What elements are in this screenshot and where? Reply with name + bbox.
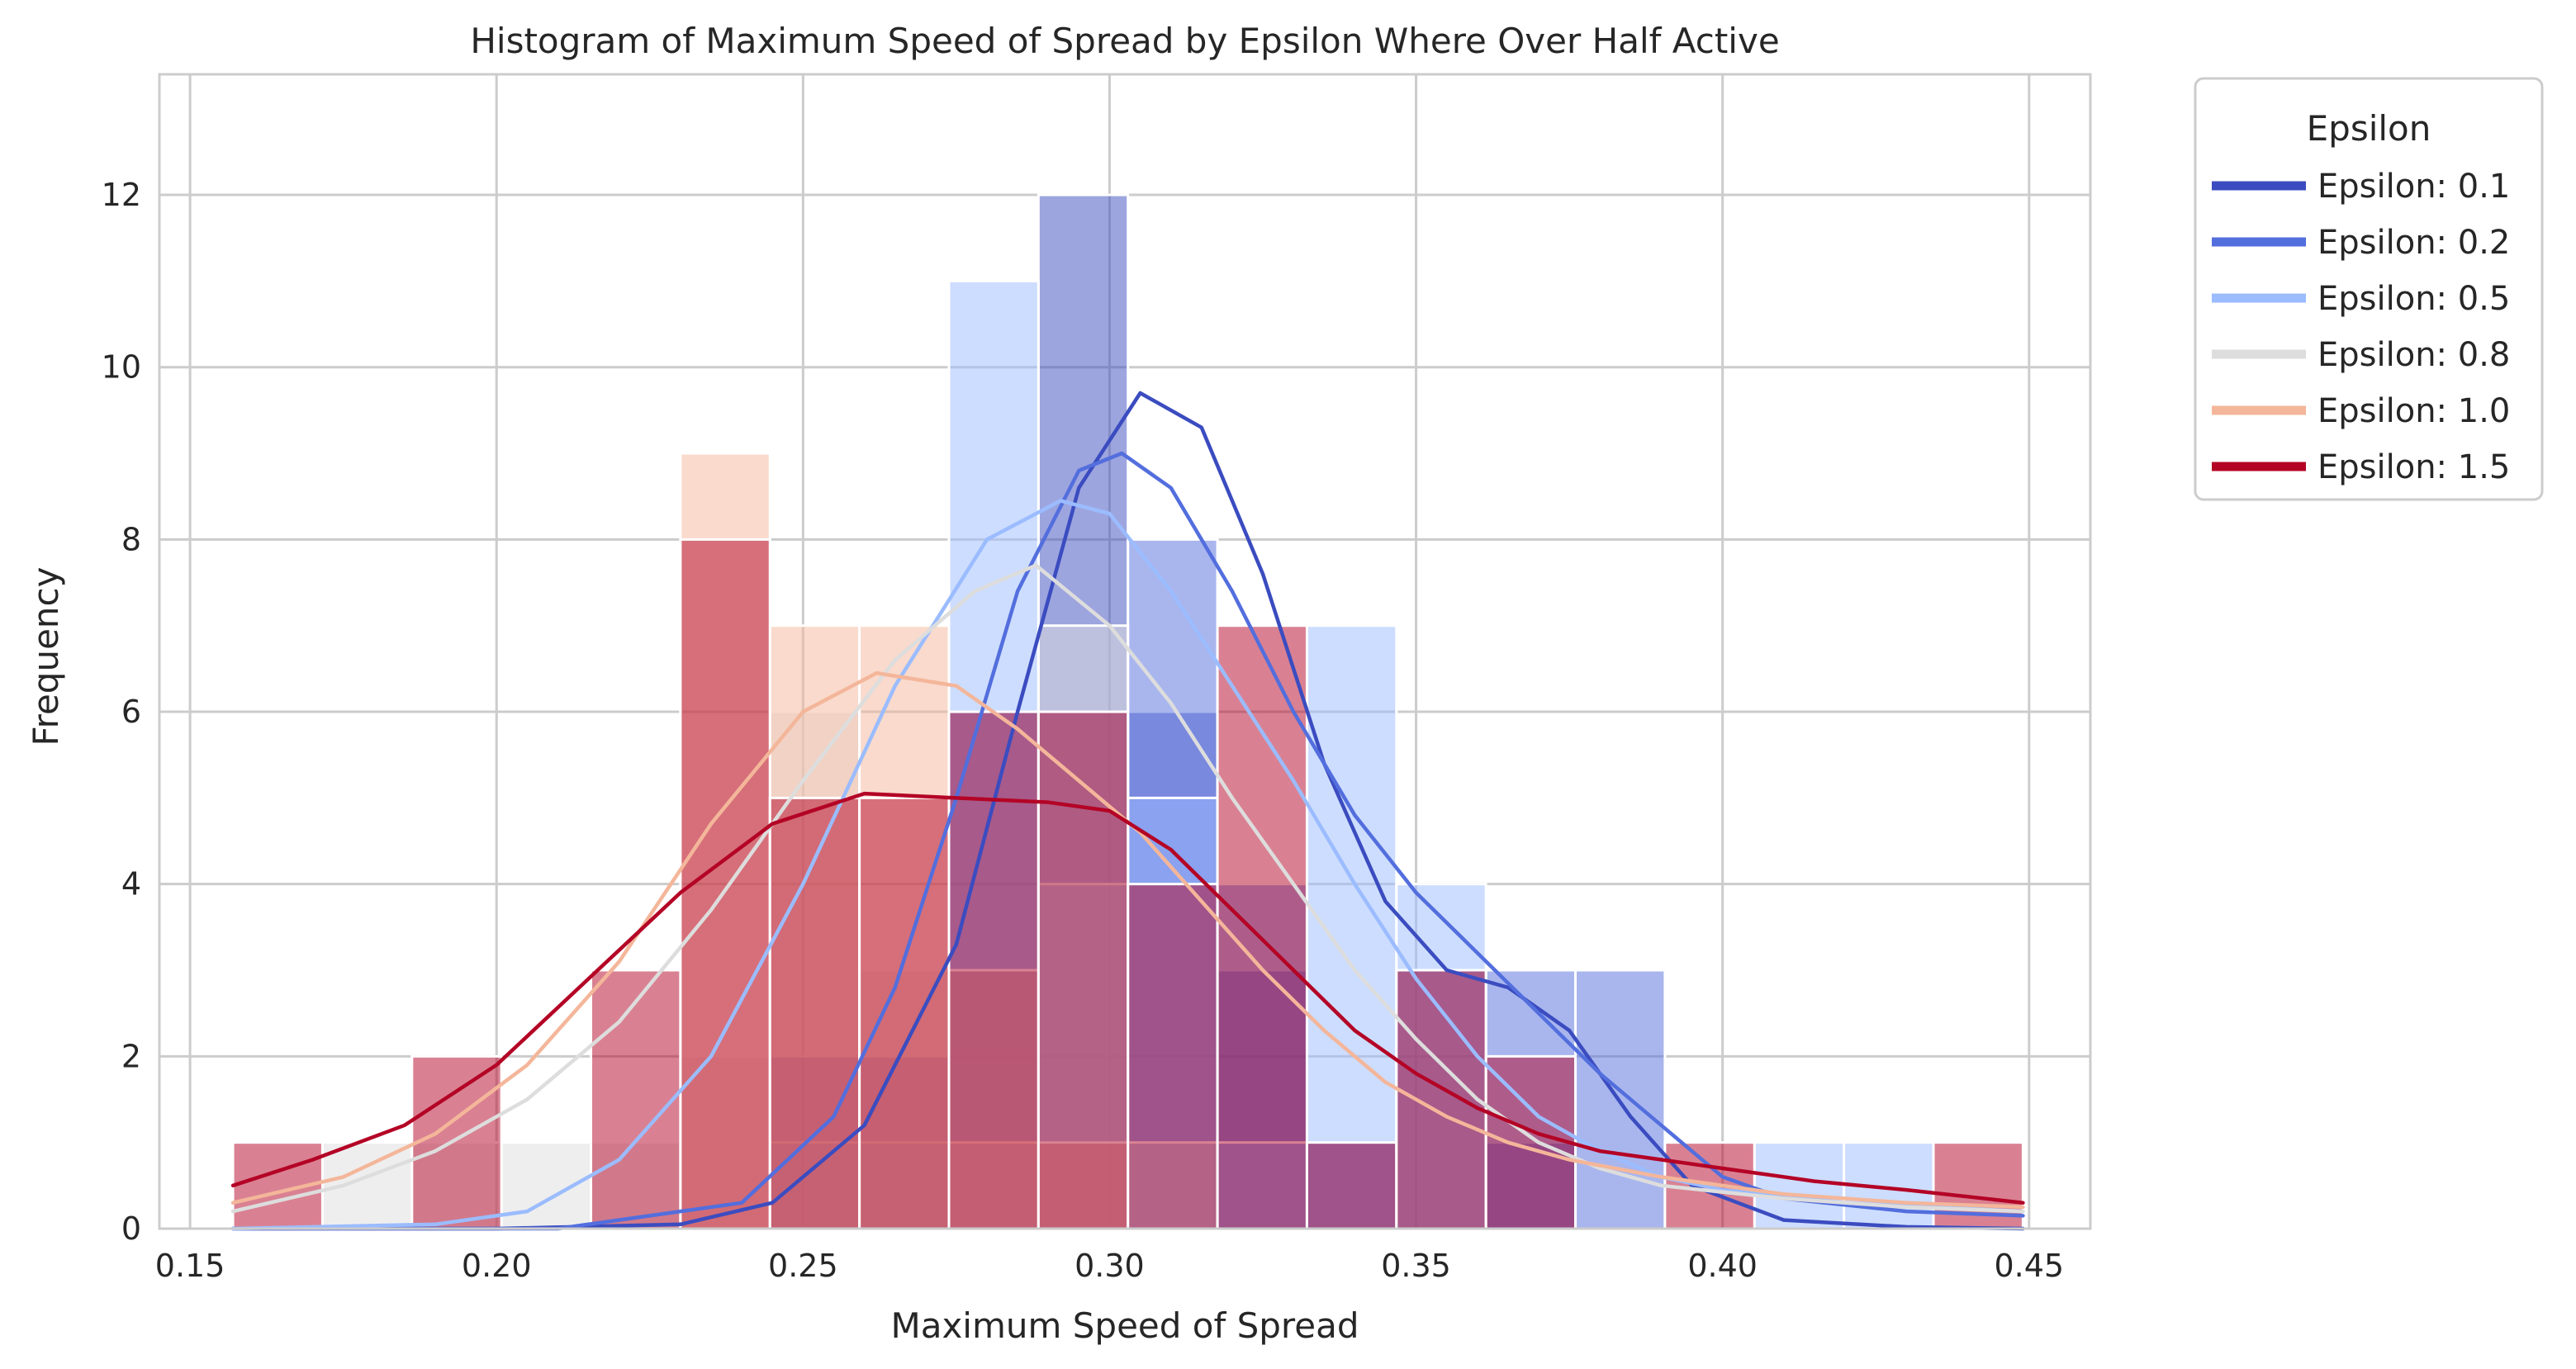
legend-title: Epsilon (2307, 108, 2431, 149)
legend-label-1: Epsilon: 0.2 (2317, 224, 2510, 262)
legend-label-5: Epsilon: 1.5 (2317, 448, 2510, 486)
x-tick-label-4: 0.35 (1381, 1248, 1451, 1284)
y-axis-label: Frequency (26, 567, 66, 746)
bar-15-bin-10 (1127, 883, 1219, 1230)
x-tick-label-0: 0.15 (155, 1248, 225, 1284)
legend-label-4: Epsilon: 1.0 (2317, 392, 2510, 430)
bar-15-bin-4 (590, 969, 682, 1230)
y-ticks: 0 2 4 6 8 10 12 (102, 177, 141, 1247)
y-tick-label-2: 4 (121, 866, 141, 902)
kde-line-series-2 (230, 499, 2025, 1231)
bar-15-bin-12 (1305, 1141, 1398, 1230)
y-tick-label-6: 12 (102, 177, 141, 213)
y-tick-label-4: 8 (121, 521, 141, 557)
legend-items: Epsilon: 0.1 Epsilon: 0.2 Epsilon: 0.5 Epsi… (2212, 168, 2510, 486)
chart-title: Histogram of Maximum Speed of Spread by … (470, 21, 1779, 61)
y-tick-label-0: 0 (121, 1210, 141, 1247)
bar-15-bin-8 (947, 710, 1040, 1230)
bar-15-bin-5 (679, 538, 771, 1230)
bar-15-bin-14 (1484, 1054, 1577, 1230)
bar-15-bin-9 (1037, 710, 1130, 1230)
x-tick-label-3: 0.30 (1075, 1248, 1145, 1284)
legend-label-0: Epsilon: 0.1 (2317, 168, 2510, 206)
bar-15-bin-2 (410, 1054, 503, 1230)
bar-08-bin-3 (500, 1141, 593, 1230)
x-axis-label: Maximum Speed of Spread (890, 1305, 1359, 1346)
legend-label-2: Epsilon: 0.5 (2317, 280, 2510, 318)
kde-line-series-5 (230, 791, 2025, 1205)
y-tick-label-5: 10 (102, 349, 141, 386)
x-ticks: 0.15 0.20 0.25 0.30 0.35 0.40 0.45 (155, 1248, 2064, 1284)
bar-15-bin-11 (1216, 624, 1308, 1230)
x-tick-label-1: 0.20 (462, 1248, 532, 1284)
x-tick-label-5: 0.40 (1687, 1248, 1758, 1284)
y-tick-label-3: 6 (121, 694, 141, 730)
kde-line-series-3 (230, 563, 2025, 1214)
kde-line-series-1 (230, 451, 2025, 1231)
y-tick-label-1: 2 (121, 1038, 141, 1074)
x-tick-label-6: 0.45 (1994, 1248, 2064, 1284)
x-tick-label-2: 0.25 (768, 1248, 838, 1284)
legend-label-3: Epsilon: 0.8 (2317, 336, 2510, 374)
kde-curves (230, 391, 2025, 1231)
plot-frame (158, 73, 2092, 1230)
